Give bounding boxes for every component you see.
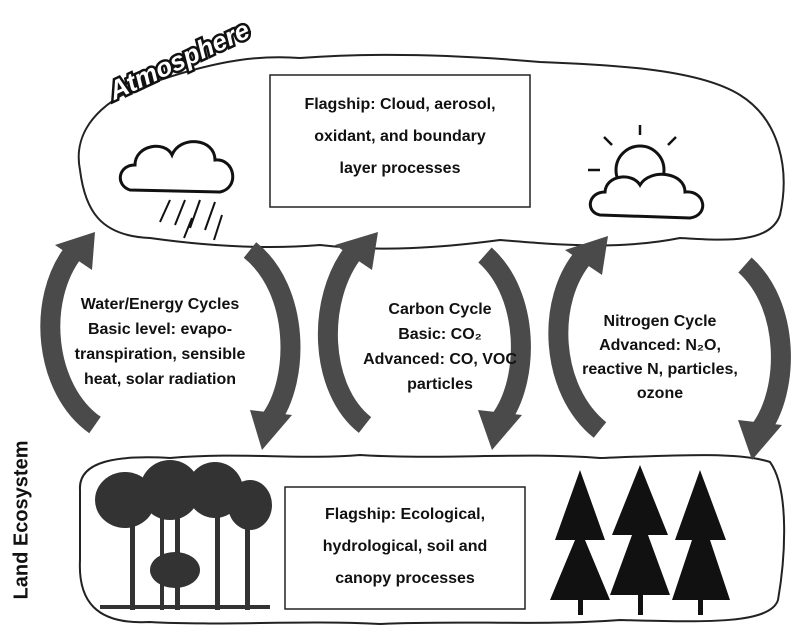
cycle-text-line: transpiration, sensible bbox=[75, 346, 246, 363]
land-flagship-line: Flagship: Ecological, bbox=[325, 506, 485, 523]
atmosphere-flagship-line: layer processes bbox=[340, 160, 461, 177]
cycle-text-line: Carbon Cycle bbox=[388, 301, 491, 318]
land-label: Land Ecosystem bbox=[10, 441, 32, 600]
cycle-text-line: Water/Energy Cycles bbox=[81, 296, 240, 313]
cycle-text-line: reactive N, particles, bbox=[582, 361, 738, 378]
cycle-text-line: ozone bbox=[637, 385, 683, 402]
cycle-text-line: Advanced: N₂O, bbox=[599, 337, 721, 354]
land-flagship-line: hydrological, soil and bbox=[323, 538, 487, 555]
cycle-text-line: particles bbox=[407, 376, 473, 393]
cycle-text-line: Advanced: CO, VOC bbox=[363, 351, 517, 368]
cycle-text-line: Nitrogen Cycle bbox=[604, 313, 717, 330]
cycle-text-line: Basic level: evapo- bbox=[88, 321, 232, 338]
forest-icon-right bbox=[550, 465, 730, 615]
atmosphere-flagship-line: Flagship: Cloud, aerosol, bbox=[304, 96, 495, 113]
cycle-text-line: heat, solar radiation bbox=[84, 371, 236, 388]
land-flagship-line: canopy processes bbox=[335, 570, 475, 587]
diagram: Atmosphere Land Ecosystem Flagship: Clou… bbox=[0, 0, 791, 635]
atmosphere-flagship-line: oxidant, and boundary bbox=[314, 128, 486, 145]
cycle-text-line: Basic: CO₂ bbox=[398, 326, 482, 343]
